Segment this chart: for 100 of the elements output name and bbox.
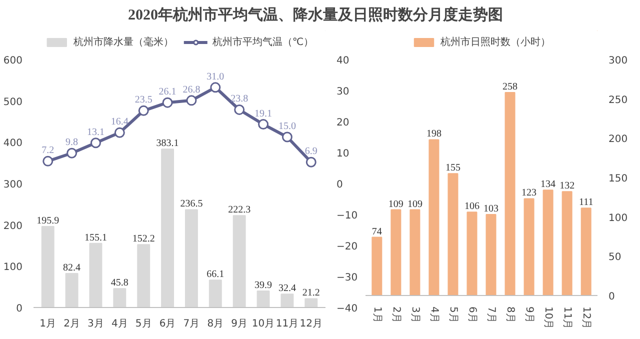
- y2-tick-label: 10: [336, 148, 350, 160]
- x-tick-label: 10月: [542, 306, 554, 330]
- bar: [486, 214, 496, 296]
- bar: [410, 209, 420, 296]
- y-tick-label: 0: [16, 304, 23, 314]
- y-tick-label: 100: [3, 262, 23, 274]
- data-label: 152.2: [132, 234, 155, 245]
- y2-tick-label: 20: [336, 118, 350, 128]
- chart-title: 2020年杭州市平均气温、降水量及日照时数分月度走势图: [128, 6, 503, 24]
- y2-tick-label: −20: [336, 242, 358, 252]
- data-label: 13.1: [86, 126, 104, 138]
- data-label: 16.4: [110, 116, 128, 128]
- data-label: 195.9: [36, 216, 60, 227]
- bar: [524, 198, 534, 296]
- data-label: 19.1: [254, 108, 272, 120]
- x-tick-label: 5月: [135, 318, 152, 330]
- bar: [256, 290, 270, 308]
- point: [234, 104, 245, 115]
- data-label: 26.1: [158, 86, 176, 98]
- bar: [466, 212, 478, 296]
- data-label: 66.1: [206, 269, 224, 280]
- y-tick-label: 600: [3, 56, 23, 66]
- bar: [41, 226, 54, 308]
- data-label: 23.8: [230, 94, 248, 105]
- bar: [390, 209, 402, 296]
- legend-label: 杭州市降水量（毫米）: [73, 36, 174, 49]
- x-tick-label: 11月: [562, 306, 573, 330]
- bar: [372, 236, 382, 296]
- y2-tick-label: 0: [336, 180, 343, 190]
- bar: [504, 92, 516, 296]
- point: [42, 156, 54, 166]
- x-tick-label: 6月: [466, 306, 478, 323]
- data-label: 155: [445, 162, 460, 174]
- bar: [580, 208, 592, 296]
- bar: [304, 298, 318, 308]
- y2-tick-label: 50: [608, 252, 622, 264]
- data-label: 74: [372, 226, 382, 238]
- data-label: 222.3: [228, 204, 251, 216]
- data-label: 383.1: [156, 138, 179, 150]
- point: [90, 138, 101, 148]
- x-tick-label: 3月: [409, 306, 420, 323]
- y2-tick-label: 300: [608, 56, 628, 66]
- data-label: 21.2: [302, 288, 320, 299]
- point: [210, 82, 221, 93]
- data-label: 109: [407, 198, 422, 210]
- y2-tick-label: −40: [336, 304, 358, 314]
- point: [186, 95, 197, 106]
- y2-tick-label: 100: [608, 212, 628, 224]
- data-label: 236.5: [180, 198, 203, 210]
- y2-tick-label: −10: [336, 210, 358, 222]
- data-label: 26.8: [182, 84, 200, 96]
- y-tick-label: 300: [3, 180, 23, 190]
- point: [282, 132, 292, 142]
- bar: [562, 191, 572, 296]
- bar: [161, 148, 174, 308]
- x-tick-label: 9月: [231, 318, 248, 330]
- data-label: 45.8: [110, 278, 128, 289]
- bar: [89, 242, 102, 308]
- y2-tick-label: 30: [336, 86, 350, 98]
- bar: [542, 190, 554, 296]
- data-label: 103: [484, 203, 499, 214]
- data-label: 134: [540, 179, 556, 190]
- y2-tick-label: 150: [608, 174, 628, 184]
- data-label: 9.8: [66, 137, 78, 148]
- bar: [208, 280, 222, 308]
- bar: [428, 139, 440, 296]
- data-label: 132: [560, 180, 575, 192]
- y2-tick-label: 200: [608, 134, 628, 146]
- point: [306, 156, 316, 168]
- x-tick-label: 2月: [390, 306, 402, 323]
- data-label: 109: [388, 198, 404, 210]
- data-label: 155.1: [84, 232, 107, 244]
- data-label: 82.4: [63, 262, 81, 274]
- x-tick-label: 1月: [371, 306, 382, 323]
- legend-label: 杭州市日照时数（小时）: [440, 36, 550, 49]
- data-label: 31.0: [206, 71, 224, 82]
- bar: [448, 173, 458, 296]
- y-tick-label: 200: [3, 220, 23, 232]
- bar: [232, 215, 246, 308]
- data-label: 39.9: [254, 280, 272, 292]
- y2-tick-label: −30: [336, 272, 358, 284]
- bar: [137, 244, 150, 308]
- bar: [280, 294, 294, 308]
- x-tick-label: 7月: [486, 306, 497, 323]
- point: [138, 105, 149, 116]
- y2-tick-label: 250: [608, 94, 628, 106]
- data-label: 6.9: [304, 146, 318, 158]
- point: [114, 127, 125, 138]
- y-tick-label: 400: [3, 138, 23, 150]
- data-label: 106: [464, 201, 480, 212]
- data-label: 111: [578, 197, 594, 208]
- legend-label: 杭州市平均气温（℃）: [212, 36, 314, 49]
- x-tick-label: 8月: [207, 318, 224, 330]
- x-tick-label: 12月: [580, 306, 592, 330]
- point: [162, 97, 173, 108]
- x-tick-label: 4月: [111, 318, 128, 330]
- point: [258, 119, 269, 130]
- x-tick-label: 3月: [88, 318, 104, 330]
- y2-tick-label: 0: [608, 292, 615, 302]
- bar: [113, 288, 126, 308]
